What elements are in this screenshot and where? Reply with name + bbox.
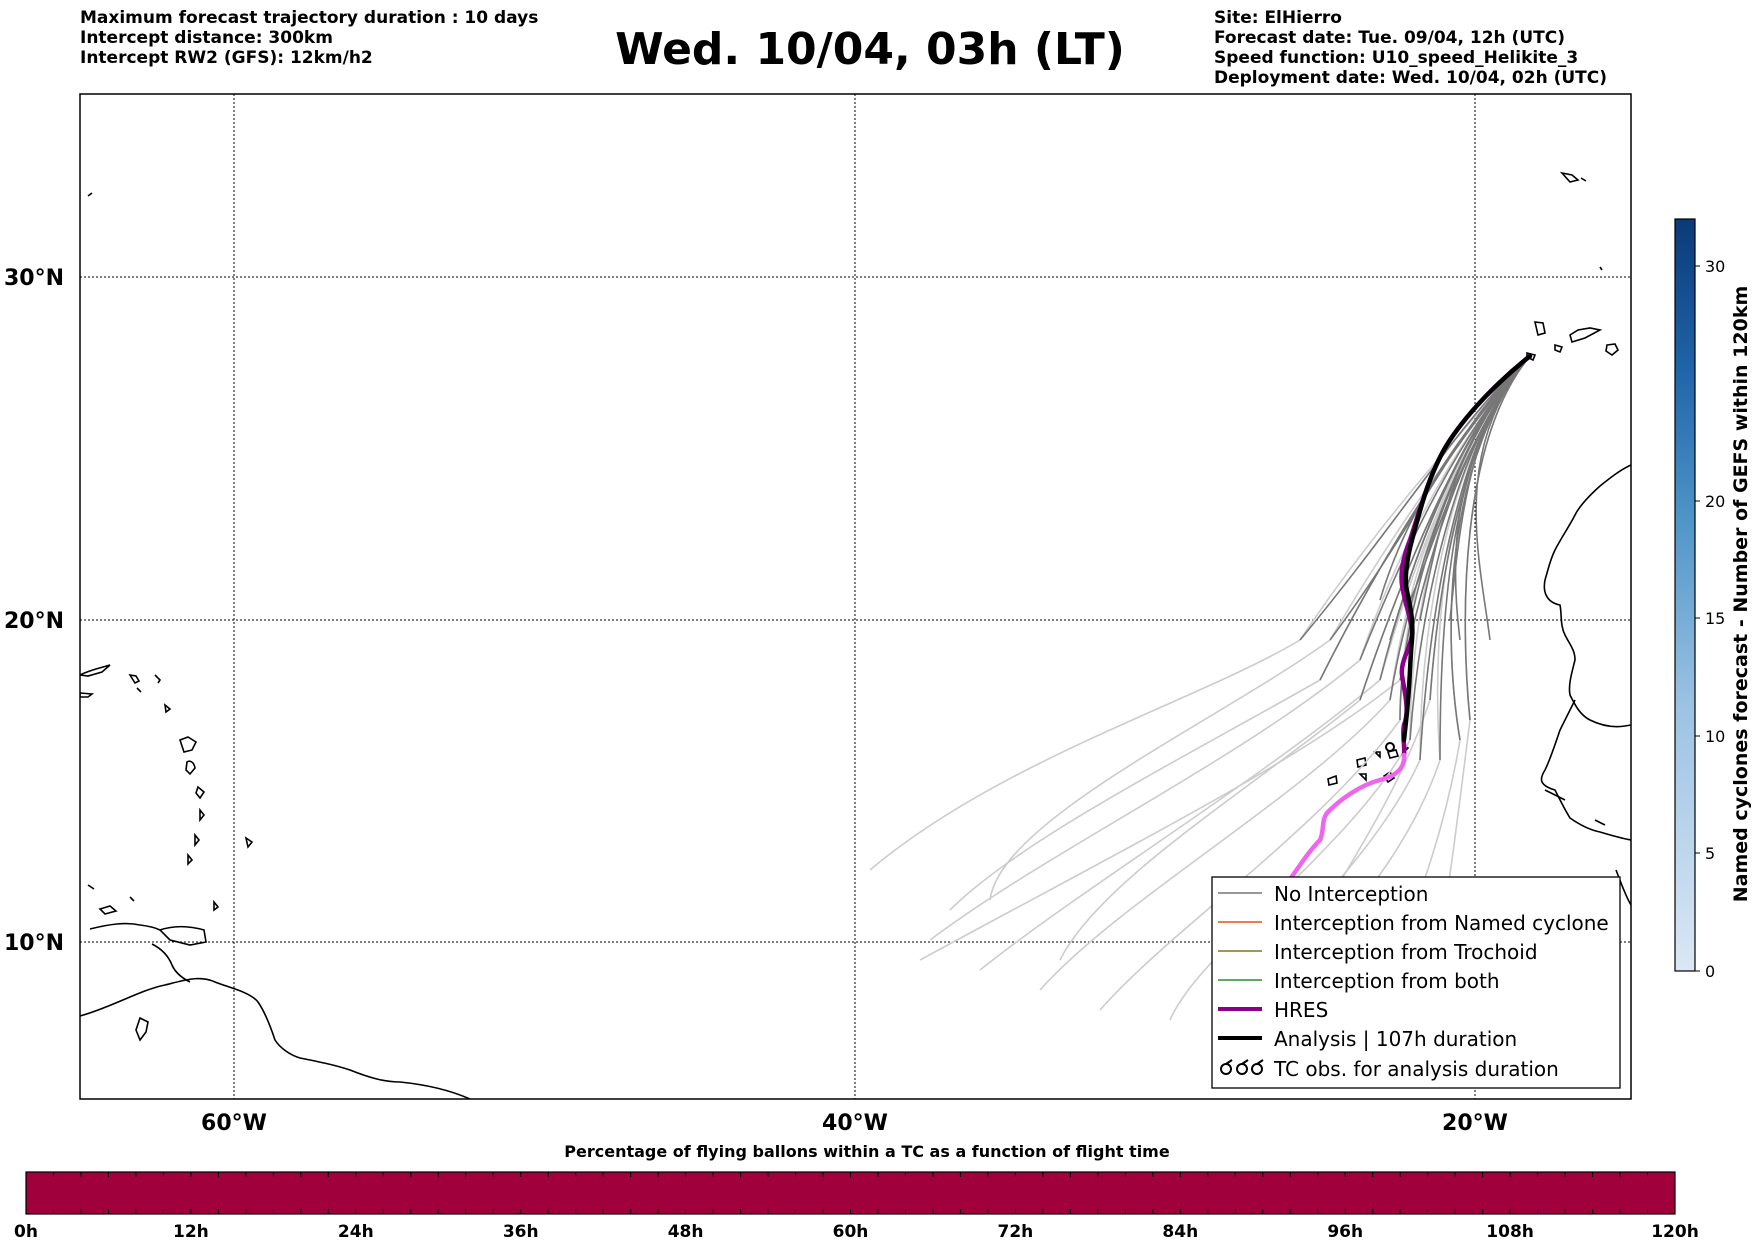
coast-south-america xyxy=(80,977,471,1099)
legend-item-trochoid: Interception from Trochoid xyxy=(1218,940,1538,964)
cb-tick-20: 20 xyxy=(1705,492,1725,511)
coast-hispaniola xyxy=(80,664,111,677)
map-frame xyxy=(79,93,1632,1100)
cb-tick-15: 15 xyxy=(1705,609,1725,628)
bottom-cb-tick-label: 72h xyxy=(998,1222,1034,1241)
lon-label-20w: 20°W xyxy=(1442,1111,1508,1136)
bottom-cb-tick-label: 60h xyxy=(833,1222,869,1241)
coast-west-africa xyxy=(1543,464,1631,728)
cb-tick-5: 5 xyxy=(1705,844,1715,863)
colorbar-bottom-title: Percentage of flying ballons within a TC… xyxy=(564,1142,1170,1161)
analysis-trajectory xyxy=(1401,353,1533,743)
colorbar-right: 0 5 10 15 20 30 Named cyclones forecast … xyxy=(1674,218,1752,981)
lon-label-40w: 40°W xyxy=(822,1111,888,1136)
bottom-cb-tick-label: 96h xyxy=(1327,1222,1363,1241)
svg-text:Interception from Trochoid: Interception from Trochoid xyxy=(1274,940,1538,964)
site-text: Site: ElHierro xyxy=(1214,8,1342,28)
svg-text:Interception from Named cyclon: Interception from Named cyclone xyxy=(1274,911,1609,935)
legend-item-analysis: Analysis | 107h duration xyxy=(1218,1027,1517,1051)
svg-text:Analysis | 107h duration: Analysis | 107h duration xyxy=(1274,1027,1517,1051)
legend-item-no-interception: No Interception xyxy=(1218,882,1428,906)
page-title: Wed. 10/04, 03h (LT) xyxy=(615,24,1125,75)
lat-label-20n: 20°N xyxy=(4,609,64,634)
svg-text:TC obs. for analysis duration: TC obs. for analysis duration xyxy=(1273,1057,1559,1081)
intercept-distance-text: Intercept distance: 300km xyxy=(80,28,333,48)
bottom-cb-tick-label: 12h xyxy=(173,1222,209,1241)
lon-axis-labels: 60°W 40°W 20°W xyxy=(201,1111,1508,1136)
speed-function-text: Speed function: U10_speed_Helikite_3 xyxy=(1214,48,1579,68)
bottom-cb-tick-label: 24h xyxy=(338,1222,374,1241)
header-right-info: Site: ElHierro Forecast date: Tue. 09/04… xyxy=(1214,8,1607,88)
legend-item-tc-obs: TC obs. for analysis duration xyxy=(1220,1057,1559,1081)
svg-text:No Interception: No Interception xyxy=(1274,882,1428,906)
bottom-cb-tick-label: 36h xyxy=(503,1222,539,1241)
tc-obs-symbol-icon xyxy=(1220,1059,1264,1075)
colorbar-right-label: Named cyclones forecast - Number of GEFS… xyxy=(1730,286,1752,903)
hres-line-late xyxy=(1288,752,1407,881)
lat-axis-labels: 30°N 20°N 10°N xyxy=(4,266,64,956)
bottom-cb-tick-label: 48h xyxy=(668,1222,704,1241)
analysis-end-marker xyxy=(1385,742,1395,752)
legend-item-hres: HRES xyxy=(1218,998,1328,1022)
lat-label-30n: 30°N xyxy=(4,266,64,291)
max-duration-text: Maximum forecast trajectory duration : 1… xyxy=(80,8,539,28)
bottom-cb-tick-label: 0h xyxy=(14,1222,38,1241)
svg-text:Interception from both: Interception from both xyxy=(1274,969,1500,993)
cb-tick-0: 0 xyxy=(1705,962,1715,981)
cb-tick-30: 30 xyxy=(1705,257,1725,276)
bottom-cb-tick-label: 120h xyxy=(1651,1222,1699,1241)
header-left-info: Maximum forecast trajectory duration : 1… xyxy=(80,8,538,68)
cb-tick-10: 10 xyxy=(1705,727,1725,746)
early-trajectories xyxy=(1299,355,1531,761)
bottom-cb-tick-label: 84h xyxy=(1162,1222,1198,1241)
forecast-date-text: Forecast date: Tue. 09/04, 12h (UTC) xyxy=(1214,28,1565,48)
legend-item-both: Interception from both xyxy=(1218,969,1500,993)
intercept-rw2-text: Intercept RW2 (GFS): 12km/h2 xyxy=(80,48,373,68)
legend-item-named-cyclone: Interception from Named cyclone xyxy=(1218,911,1609,935)
lat-label-10n: 10°N xyxy=(4,931,64,956)
lon-label-60w: 60°W xyxy=(201,1111,267,1136)
svg-text:HRES: HRES xyxy=(1274,998,1328,1022)
coast-canary-islands xyxy=(1533,321,1546,337)
bottom-cb-tick-label: 108h xyxy=(1486,1222,1534,1241)
legend: No Interception Interception from Named … xyxy=(1211,876,1621,1089)
colorbar-bottom: Percentage of flying ballons within a TC… xyxy=(14,1142,1699,1241)
deployment-date-text: Deployment date: Wed. 10/04, 02h (UTC) xyxy=(1214,68,1608,88)
